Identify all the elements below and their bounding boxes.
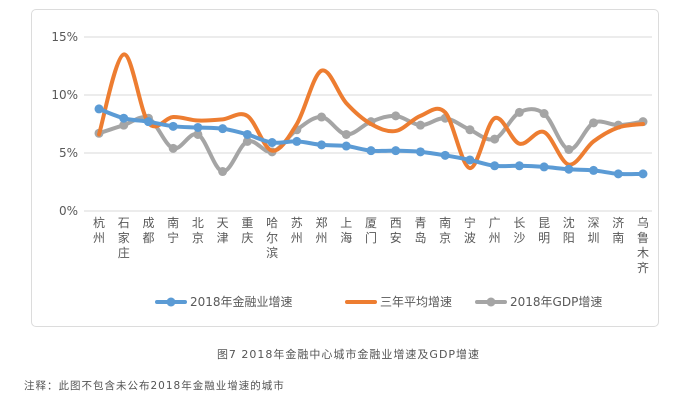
data-point (366, 146, 376, 156)
chart-panel: 0% 5% 10% 15% 杭州 石家庄 成都 南宁 北京 天津 重庆 哈尔滨 苏州 郑州 上海 厦门 西安 青岛… (31, 9, 659, 327)
y-tick-label: 0% (59, 204, 78, 218)
data-point (168, 143, 178, 153)
data-point (218, 124, 228, 134)
series-line (97, 52, 645, 171)
data-point (465, 125, 475, 135)
data-point (564, 164, 574, 174)
x-tick-label: 南宁 (167, 215, 179, 245)
data-point (589, 165, 599, 175)
data-point (514, 161, 524, 171)
data-point (415, 120, 425, 130)
x-tick-label: 昆明 (538, 216, 550, 245)
x-tick-label: 长沙 (513, 216, 525, 245)
data-point (119, 120, 129, 130)
data-point (317, 140, 327, 150)
x-tick-label: 乌鲁木齐 (637, 215, 649, 275)
data-point (119, 113, 129, 123)
data-point (465, 155, 475, 165)
x-tick-label: 苏州 (291, 216, 303, 245)
data-point (514, 107, 524, 117)
x-tick-label: 西安 (390, 216, 402, 245)
data-point (168, 121, 178, 131)
data-point (317, 112, 327, 122)
data-point (193, 122, 203, 132)
data-point (490, 161, 500, 171)
data-point (218, 167, 228, 177)
x-tick-label: 上海 (340, 216, 352, 245)
data-point (292, 136, 302, 146)
data-point (539, 162, 549, 172)
data-point (341, 129, 351, 139)
y-tick-label: 15% (51, 30, 78, 44)
x-tick-label: 郑州 (316, 215, 328, 245)
x-tick-label: 天津 (217, 216, 229, 245)
data-point (564, 145, 574, 155)
x-tick-label: 广州 (489, 216, 501, 245)
x-tick-label: 石家庄 (118, 216, 130, 260)
y-tick-label: 5% (59, 146, 78, 160)
data-point (440, 150, 450, 160)
data-point (391, 146, 401, 156)
x-tick-label: 哈尔滨 (266, 216, 278, 260)
x-tick-label: 沈阳 (563, 215, 575, 245)
data-point (94, 104, 104, 114)
x-tick-label: 重庆 (241, 216, 253, 245)
data-point (613, 169, 623, 179)
legend-label: 2018年金融业增速 (190, 294, 293, 309)
data-point (143, 117, 153, 127)
data-point (242, 129, 252, 139)
data-point (589, 118, 599, 128)
data-point (242, 136, 252, 146)
data-point (341, 141, 351, 151)
data-point (391, 111, 401, 121)
data-point (539, 109, 549, 119)
data-point (415, 147, 425, 157)
figure-note: 注释：此图不包含未公布2018年金融业增速的城市 (24, 380, 285, 392)
x-tick-label: 宁波 (464, 215, 476, 245)
x-tick-label: 济南 (612, 215, 624, 245)
data-point (490, 134, 500, 144)
x-tick-label: 南京 (439, 215, 451, 245)
legend-label: 三年平均增速 (380, 295, 452, 309)
x-tick-label: 厦门 (365, 216, 377, 245)
data-point (267, 138, 277, 148)
figure-caption: 图7 2018年金融中心城市金融业增速及GDP增速 (216, 348, 481, 361)
data-point (193, 129, 203, 139)
legend-marker (486, 297, 496, 307)
legend-label: 2018年GDP增速 (510, 295, 602, 309)
x-tick-label: 北京 (192, 216, 204, 245)
legend-marker (166, 297, 176, 307)
x-tick-label: 杭州 (93, 215, 105, 245)
x-tick-label: 青岛 (414, 216, 426, 245)
data-point (638, 169, 648, 179)
x-tick-label: 成都 (142, 216, 154, 245)
y-tick-label: 10% (51, 88, 78, 102)
x-tick-label: 深圳 (588, 216, 600, 245)
